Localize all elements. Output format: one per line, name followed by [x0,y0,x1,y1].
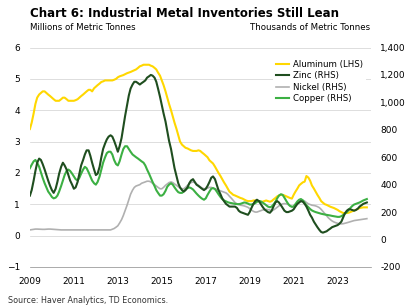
Aluminum (LHS) [71,99,76,103]
Aluminum (LHS) [141,63,146,67]
Copper (RHS) [27,166,32,170]
Nickel (RHS) [198,185,203,188]
Aluminum (LHS) [172,121,177,124]
Text: Source: Haver Analytics, TD Economics.: Source: Haver Analytics, TD Economics. [8,296,169,305]
Zinc (RHS) [148,73,153,77]
Line: Nickel (RHS): Nickel (RHS) [30,181,367,230]
Zinc (RHS) [29,188,34,192]
Zinc (RHS) [132,80,137,84]
Copper (RHS) [123,144,128,148]
Zinc (RHS) [320,231,325,234]
Line: Copper (RHS): Copper (RHS) [30,146,367,217]
Zinc (RHS) [71,187,76,191]
Line: Zinc (RHS): Zinc (RHS) [30,75,367,233]
Text: Millions of Metric Tonnes: Millions of Metric Tonnes [30,23,135,32]
Aluminum (LHS) [78,94,83,98]
Zinc (RHS) [27,194,32,197]
Copper (RHS) [71,175,76,178]
Aluminum (LHS) [27,127,32,131]
Text: Thousands of Metric Tonnes: Thousands of Metric Tonnes [250,23,370,32]
Nickel (RHS) [145,179,150,183]
Aluminum (LHS) [29,121,34,124]
Aluminum (LHS) [364,205,369,209]
Zinc (RHS) [78,164,83,167]
Aluminum (LHS) [132,68,137,72]
Copper (RHS) [335,215,340,219]
Copper (RHS) [172,185,177,189]
Zinc (RHS) [172,166,177,170]
Copper (RHS) [133,155,138,159]
Copper (RHS) [29,163,34,167]
Line: Aluminum (LHS): Aluminum (LHS) [30,65,367,213]
Nickel (RHS) [71,228,76,232]
Nickel (RHS) [27,228,32,232]
Nickel (RHS) [78,228,83,232]
Nickel (RHS) [132,185,137,189]
Zinc (RHS) [198,185,203,189]
Aluminum (LHS) [198,149,203,153]
Copper (RHS) [364,197,369,201]
Copper (RHS) [78,172,83,176]
Nickel (RHS) [364,217,369,221]
Aluminum (LHS) [341,211,346,215]
Text: Chart 6: Industrial Metal Inventories Still Lean: Chart 6: Industrial Metal Inventories St… [30,7,339,20]
Nickel (RHS) [172,182,177,186]
Nickel (RHS) [29,228,34,232]
Zinc (RHS) [364,201,369,204]
Copper (RHS) [198,195,203,199]
Legend: Aluminum (LHS), Zinc (RHS), Nickel (RHS), Copper (RHS): Aluminum (LHS), Zinc (RHS), Nickel (RHS)… [273,56,366,107]
